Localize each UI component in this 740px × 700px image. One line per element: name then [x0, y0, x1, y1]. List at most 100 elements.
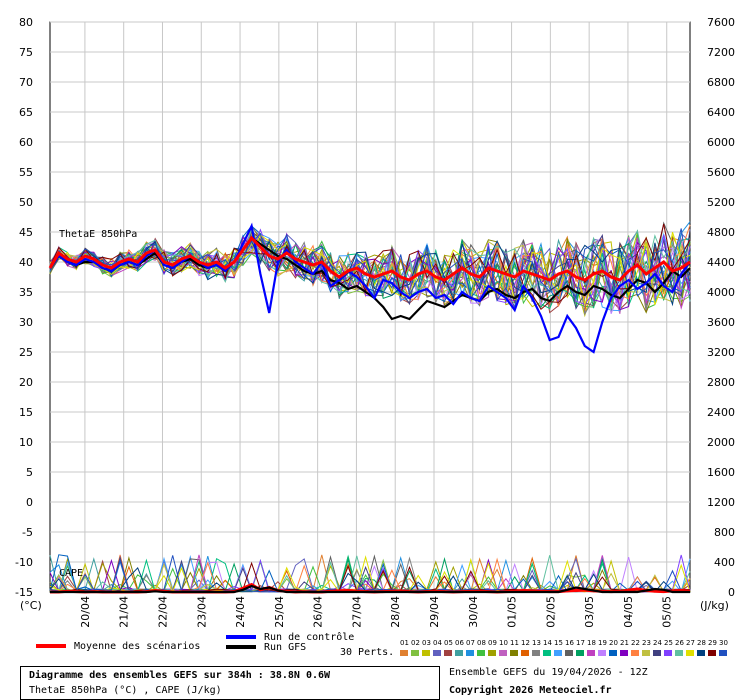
left-tick-label: 75 — [19, 46, 33, 59]
pert-swatch — [653, 650, 661, 656]
pert-swatch — [587, 650, 595, 656]
x-tick-label: 26/04 — [312, 596, 325, 628]
left-tick-label: 5 — [26, 466, 33, 479]
pert-swatch — [675, 650, 683, 656]
right-tick-label: 6000 — [707, 136, 735, 149]
series-moyenne-des-sc-narios — [48, 235, 691, 282]
pert-number: 26 — [675, 639, 684, 647]
legend-control-label: Run de contrôle — [264, 632, 355, 643]
right-tick-label: 2000 — [707, 436, 735, 449]
pert-number: 13 — [532, 639, 541, 647]
right-tick-label: 0 — [728, 586, 735, 599]
pert-swatch — [543, 650, 551, 656]
pert-swatch — [565, 650, 573, 656]
pert-number: 16 — [565, 639, 574, 647]
legend-perts-label: 30 Perts. — [340, 647, 395, 658]
pert-swatch — [510, 650, 518, 656]
copyright: Copyright 2026 Meteociel.fr — [449, 685, 612, 696]
pert-number: 23 — [642, 639, 651, 647]
pert-swatch — [609, 650, 617, 656]
pert-swatch — [554, 650, 562, 656]
x-tick-label: 03/05 — [583, 596, 596, 628]
cape-annotation: CAPE — [59, 568, 83, 579]
left-tick-label: 0 — [26, 496, 33, 509]
left-tick-label: 80 — [19, 16, 33, 29]
pert-number: 09 — [488, 639, 497, 647]
legend-control: Run de contrôle — [226, 632, 354, 643]
right-tick-label: 4800 — [707, 226, 735, 239]
left-tick-label: 10 — [19, 436, 33, 449]
x-tick-label: 05/05 — [661, 596, 674, 628]
left-tick-label: -10 — [15, 556, 33, 569]
pert-swatch — [532, 650, 540, 656]
legend-mean-label: Moyenne des scénarios — [74, 641, 201, 652]
pert-number: 24 — [653, 639, 662, 647]
x-tick-label: 20/04 — [79, 596, 92, 628]
pert-number: 12 — [521, 639, 530, 647]
legend-mean-swatch — [36, 644, 66, 648]
pert-number: 20 — [609, 639, 618, 647]
pert-swatch — [620, 650, 628, 656]
pert-number: 06 — [455, 639, 464, 647]
right-tick-label: 2400 — [707, 406, 735, 419]
perturbation-line — [49, 236, 691, 303]
pert-number: 19 — [598, 639, 607, 647]
x-tick-label: 01/05 — [506, 596, 519, 628]
left-tick-label: 70 — [19, 76, 33, 89]
perturbation-cape-line — [49, 555, 691, 593]
pert-number: 08 — [477, 639, 486, 647]
pert-number: 28 — [697, 639, 706, 647]
pert-number: 17 — [576, 639, 585, 647]
left-tick-label: -15 — [15, 586, 33, 599]
right-tick-label: 5600 — [707, 166, 735, 179]
pert-number: 22 — [631, 639, 640, 647]
pert-swatch — [576, 650, 584, 656]
pert-number: 25 — [664, 639, 673, 647]
pert-swatch — [433, 650, 441, 656]
pert-number: 11 — [510, 639, 519, 647]
pert-number: 15 — [554, 639, 563, 647]
x-tick-label: 29/04 — [428, 596, 441, 628]
pert-swatch — [719, 650, 727, 656]
x-tick-label: 25/04 — [273, 596, 286, 628]
title-box: Diagramme des ensembles GEFS sur 384h : … — [20, 666, 440, 700]
perturbation-line — [49, 228, 691, 309]
right-tick-label: 6800 — [707, 76, 735, 89]
x-tick-label: 27/04 — [350, 596, 363, 628]
right-tick-label: 3200 — [707, 346, 735, 359]
left-tick-label: 20 — [19, 376, 33, 389]
left-tick-label: 50 — [19, 196, 33, 209]
legend-gfs-label: Run GFS — [264, 642, 307, 653]
pert-swatch — [686, 650, 694, 656]
series-run-gfs — [49, 236, 691, 321]
x-tick-label: 24/04 — [234, 596, 247, 628]
pert-number: 30 — [719, 639, 728, 647]
x-tick-label: 04/05 — [622, 596, 635, 628]
right-tick-label: 4000 — [707, 286, 735, 299]
right-tick-label: 800 — [714, 526, 735, 539]
right-tick-label: 3600 — [707, 316, 735, 329]
pert-number: 02 — [411, 639, 420, 647]
pert-swatch — [521, 650, 529, 656]
series-cape-gfs — [50, 584, 690, 594]
legend-gfs: Run GFS — [226, 642, 306, 653]
right-tick-label: 1600 — [707, 466, 735, 479]
x-tick-label: 23/04 — [195, 596, 208, 628]
legend-gfs-swatch — [226, 645, 256, 649]
chart-subtitle: ThetaE 850hPa (°C) , CAPE (J/kg) — [29, 685, 222, 696]
x-tick-label: 30/04 — [467, 596, 480, 628]
pert-swatch — [664, 650, 672, 656]
pert-number: 01 — [400, 639, 409, 647]
left-tick-label: 35 — [19, 286, 33, 299]
legend-control-swatch — [226, 635, 256, 639]
right-tick-label: 7600 — [707, 16, 735, 29]
right-tick-label: 7200 — [707, 46, 735, 59]
x-tick-label: 28/04 — [389, 596, 402, 628]
pert-number: 29 — [708, 639, 717, 647]
pert-swatch — [422, 650, 430, 656]
pert-swatch — [499, 650, 507, 656]
grid — [49, 21, 691, 593]
left-tick-label: 15 — [19, 406, 33, 419]
pert-swatch — [488, 650, 496, 656]
pert-swatch — [708, 650, 716, 656]
